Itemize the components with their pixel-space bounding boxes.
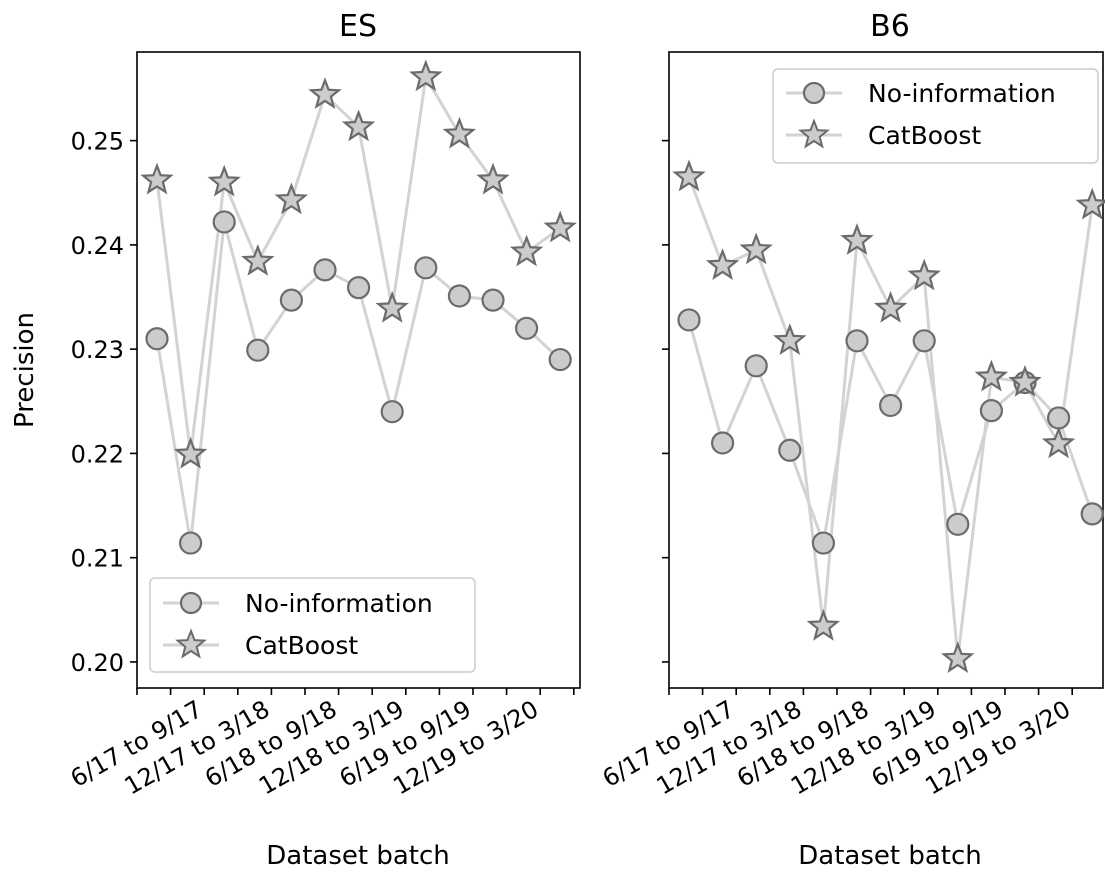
data-point-no-information <box>481 288 505 312</box>
data-point-catboost <box>773 323 807 356</box>
data-point-catboost <box>442 116 477 149</box>
ytick-label: 0.24 <box>71 232 124 260</box>
data-point-catboost <box>873 290 908 323</box>
legend-marker-no-information-b6 <box>802 81 826 105</box>
data-point-catboost <box>308 77 342 109</box>
series-layer-b6 <box>672 159 1105 674</box>
data-point-catboost <box>1041 426 1076 459</box>
legend-marker-no-information-es <box>179 591 203 615</box>
legend-marker-catboost-b6 <box>798 118 830 149</box>
data-point-catboost <box>672 159 706 192</box>
data-point-no-information <box>845 329 869 353</box>
panel-es: ES Dataset batch Precision 0.20 0.21 0.22 0… <box>10 9 581 871</box>
xlabel-es: Dataset batch <box>266 841 450 871</box>
data-point-no-information <box>946 512 970 536</box>
data-point-catboost <box>140 162 174 195</box>
series-line-no-information-b6 <box>687 319 1094 549</box>
data-point-catboost <box>409 59 443 92</box>
ytick-label: 0.25 <box>71 128 124 156</box>
ytick-label: 0.22 <box>71 440 124 468</box>
data-point-catboost <box>806 608 841 641</box>
data-point-no-information <box>1080 502 1104 526</box>
title-es: ES <box>339 9 377 44</box>
data-point-no-information <box>710 431 735 455</box>
data-point-no-information <box>447 284 471 308</box>
data-point-no-information <box>548 347 572 372</box>
data-point-catboost <box>207 164 241 197</box>
legend-box-es <box>149 577 476 673</box>
data-point-no-information <box>179 531 203 555</box>
legend-label-catboost-b6: CatBoost <box>868 121 981 150</box>
data-point-no-information <box>979 399 1004 423</box>
data-point-no-information <box>347 276 371 300</box>
ytick-label: 0.20 <box>71 649 124 677</box>
data-point-catboost <box>1075 187 1105 220</box>
data-point-catboost <box>1008 364 1042 397</box>
data-point-catboost <box>274 182 309 215</box>
data-point-catboost <box>375 290 409 323</box>
data-point-no-information <box>677 308 701 332</box>
data-point-catboost <box>543 210 577 243</box>
legend-b6: No-information CatBoost <box>772 68 1099 164</box>
legend-marker-catboost-es <box>175 628 207 659</box>
legend-box-b6 <box>772 68 1099 164</box>
data-point-catboost <box>341 109 376 142</box>
xlabel-b6: Dataset batch <box>798 841 982 871</box>
legend-label-catboost-es: CatBoost <box>245 631 358 660</box>
ticks-es: 0.200.210.220.230.240.256/17 to 9/1712/1… <box>66 128 575 800</box>
data-point-no-information <box>778 438 802 462</box>
data-point-no-information <box>514 316 539 340</box>
data-point-no-information <box>380 400 404 424</box>
data-point-catboost <box>173 436 208 469</box>
data-point-no-information <box>246 338 270 362</box>
data-point-no-information <box>212 210 236 234</box>
legend-star-shape <box>798 118 830 149</box>
data-point-catboost <box>907 258 941 291</box>
data-point-no-information <box>313 258 337 282</box>
data-point-no-information <box>1046 406 1071 430</box>
data-point-catboost <box>241 244 275 276</box>
data-point-catboost <box>840 223 874 255</box>
ytick-label: 0.21 <box>71 545 124 573</box>
data-point-catboost <box>705 248 740 280</box>
data-point-no-information <box>912 329 936 353</box>
legend-label-no-information-b6: No-information <box>868 79 1056 108</box>
legend-es: No-information CatBoost <box>149 577 476 673</box>
data-point-catboost <box>476 162 510 195</box>
data-point-catboost <box>739 232 773 265</box>
data-point-no-information <box>811 531 836 555</box>
legend-star-shape <box>175 628 207 659</box>
data-point-no-information <box>279 288 303 312</box>
data-point-no-information <box>878 393 903 418</box>
data-point-catboost <box>941 641 975 674</box>
legend-label-no-information-es: No-information <box>245 589 433 618</box>
series-line-no-information-es <box>155 221 562 544</box>
data-point-catboost <box>509 234 544 267</box>
ytick-label: 0.23 <box>71 336 124 364</box>
ylabel: Precision <box>10 312 40 428</box>
series-layer-es <box>140 59 577 555</box>
data-point-no-information <box>414 256 438 280</box>
data-point-no-information <box>145 327 169 351</box>
title-b6: B6 <box>870 9 910 44</box>
data-point-no-information <box>744 354 768 378</box>
plot-frame-es <box>136 51 581 689</box>
plot-frame-b6 <box>668 51 1104 689</box>
data-point-catboost <box>974 359 1009 392</box>
